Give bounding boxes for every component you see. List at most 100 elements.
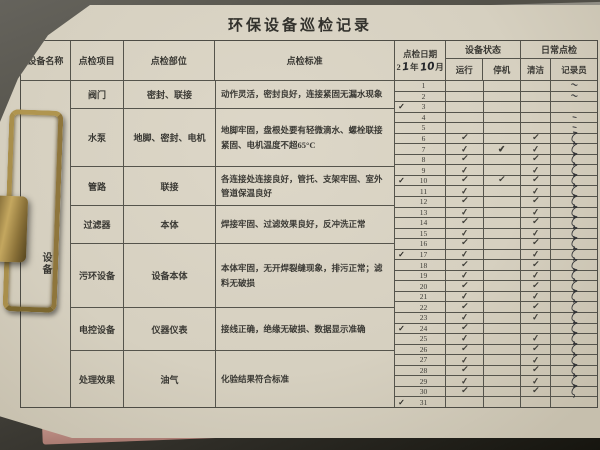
date-cell: 12 — [395, 197, 446, 207]
running-cell: ✓ — [446, 270, 484, 280]
date-cell: ✓ 3 — [395, 102, 446, 112]
cleaning-cell: ✓ — [521, 174, 551, 186]
standard-cell: 接线正确，绝缘无破损、数据显示准确 — [221, 323, 366, 334]
running-cell: ✓ — [446, 375, 484, 386]
cleaning-cell: ✓ — [521, 333, 551, 344]
date-row: 20 ✓ ✓ ζ — [395, 278, 597, 294]
header-inspection-standard: 点检标准 — [215, 41, 396, 80]
date-row: 23 ✓ ✓ ζ — [395, 310, 597, 326]
year-unit: 年 — [410, 62, 419, 73]
date-number: 28 — [419, 366, 428, 376]
weekly-checkmark: ✓ — [398, 323, 405, 333]
cleaning-checkmark: ✓ — [531, 152, 540, 164]
cleaning-cell: ✓ — [521, 164, 551, 175]
running-cell: ✓ — [446, 228, 484, 238]
running-checkmark: ✓ — [460, 173, 469, 185]
table-row: 污环设备 设备本体 本体牢固，无开焊裂缝现象，排污正常；滤料无破损 — [71, 244, 394, 308]
date-number: 5 — [421, 123, 426, 133]
date-number: 15 — [419, 228, 428, 238]
header-inspection-date: 点检日期 2 1 年 10 月 — [395, 41, 446, 80]
weekly-checkmark: ✓ — [398, 397, 405, 407]
date-row: 28 ✓ ✓ ζ — [395, 363, 597, 378]
table-row: 管路 联接 各连接处连接良好，管托、支架牢固、室外管道保温良好 — [71, 167, 394, 206]
running-cell: ✓ — [446, 249, 484, 259]
running-cell — [446, 112, 484, 123]
part-cell: 密封、联接 — [124, 81, 216, 108]
equipment-name-cell: 设备 — [21, 81, 71, 407]
cleaning-cell — [521, 123, 551, 133]
date-cell: 15 — [395, 228, 446, 239]
equipment-rows: 阀门 密封、联接 动作灵活，密封良好，连接紧固无漏水现象 水泵 地脚、密封、电机… — [71, 81, 394, 407]
part-cell: 油气 — [124, 351, 216, 407]
shutdown-cell — [484, 186, 521, 197]
shutdown-cell — [484, 397, 521, 407]
date-number: 12 — [419, 197, 428, 207]
date-cell: 25 — [395, 334, 446, 344]
cleaning-checkmark: ✓ — [531, 384, 540, 396]
cleaning-checkmark: ✓ — [531, 342, 540, 354]
running-cell: ✓ — [446, 153, 484, 165]
standard-cell: 动作灵活，密封良好，连接紧固无漏水现象 — [221, 89, 383, 100]
weekly-checkmark: ✓ — [398, 176, 405, 186]
date-number: 3 — [421, 102, 426, 112]
running-cell — [446, 397, 484, 407]
cleaning-checkmark: ✓ — [531, 300, 540, 312]
item-valve: 阀门 — [71, 81, 124, 108]
date-row: ✓ 3 — [395, 102, 597, 113]
shutdown-cell — [484, 386, 521, 397]
cleaning-cell — [521, 323, 551, 334]
date-row: 21 ✓ ✓ ζ — [395, 289, 597, 305]
running-cell: ✓ — [446, 384, 484, 397]
date-number: 8 — [421, 155, 426, 165]
date-number: 9 — [421, 165, 426, 175]
cleaning-cell — [521, 112, 551, 123]
date-cell: ✓ 10 — [395, 175, 446, 186]
cleaning-cell: ✓ — [521, 143, 551, 154]
cleaning-cell: ✓ — [521, 291, 551, 302]
header-equipment-status: 设备状态 — [445, 41, 520, 59]
date-cell: 7 — [395, 144, 446, 154]
running-cell — [446, 123, 484, 133]
running-cell: ✓ — [446, 185, 484, 196]
shutdown-cell — [484, 197, 521, 207]
part-cell: 仪器仪表 — [124, 308, 216, 350]
running-checkmark: ✓ — [460, 321, 469, 333]
date-row: 14 ✓ ✓ ζ — [395, 215, 597, 231]
running-cell: ✓ — [446, 132, 484, 144]
date-number: 1 — [421, 81, 426, 91]
cleaning-checkmark: ✓ — [531, 216, 540, 227]
shutdown-cell — [484, 376, 521, 386]
cleaning-cell — [521, 397, 551, 407]
running-checkmark: ✓ — [460, 384, 469, 396]
running-cell — [446, 81, 484, 91]
cleaning-cell: ✓ — [521, 206, 551, 217]
date-row: 7 ✓ ✔ ✓ ζ — [395, 141, 597, 157]
running-checkmark: ✓ — [460, 258, 469, 269]
date-number: 31 — [419, 397, 428, 407]
date-number: 7 — [421, 144, 426, 154]
running-checkmark: ✓ — [460, 363, 469, 375]
date-number: 24 — [419, 323, 428, 333]
part-cell: 设备本体 — [124, 244, 216, 307]
shutdown-cell — [484, 102, 521, 112]
cleaning-cell: ✓ — [521, 375, 551, 386]
cleaning-cell: ✓ — [521, 312, 551, 323]
cleaning-cell: ✓ — [521, 270, 551, 280]
item-pump: 水泵 — [71, 109, 124, 166]
inspection-table: 设备名称 点检项目 点检部位 点检标准 点检日期 2 1 年 10 月 设备状态 — [20, 40, 598, 408]
table-row: 水泵 地脚、密封、电机 地脚牢固，盘根处要有轻微滴水、螺栓联接紧固、电机温度不超… — [71, 109, 394, 167]
shutdown-cell — [484, 302, 521, 313]
equipment-name-vertical-label: 设备 — [40, 251, 51, 276]
shutdown-cell — [484, 334, 521, 344]
shutdown-cell — [484, 323, 521, 334]
date-cell: 27 — [395, 355, 446, 365]
month-unit: 月 — [435, 62, 444, 73]
header-running: 运行 — [446, 59, 484, 80]
shutdown-checkmark: ✓ — [497, 173, 507, 185]
date-number: 21 — [419, 292, 428, 302]
cleaning-cell: ✓ — [521, 152, 551, 165]
date-number: 23 — [419, 313, 428, 323]
date-number: 13 — [419, 207, 428, 217]
cleaning-cell — [521, 102, 551, 112]
date-cell: 22 — [395, 302, 446, 313]
